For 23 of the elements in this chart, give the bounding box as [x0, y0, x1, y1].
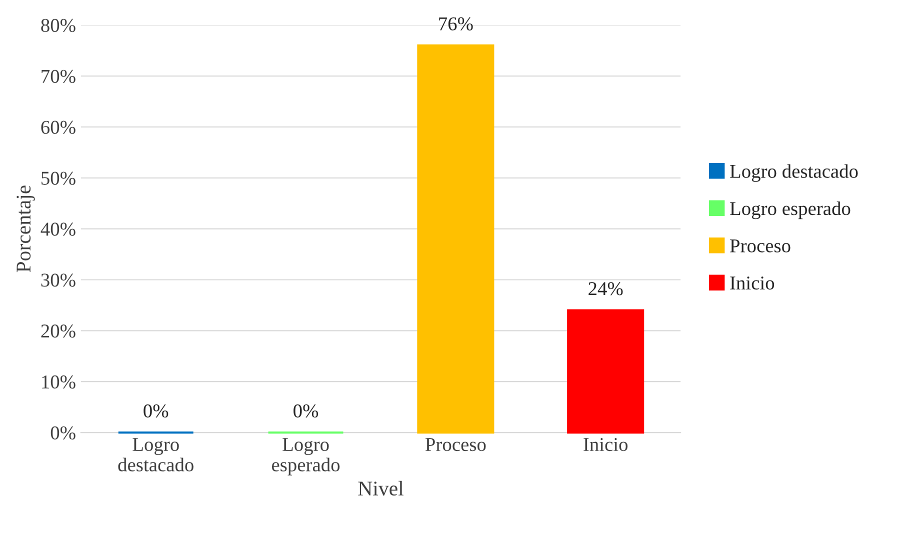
y-tick-label: 40%: [40, 222, 76, 236]
data-label: 0%: [144, 404, 168, 418]
legend-label: Logro esperado: [730, 201, 850, 220]
y-tick-label: 30%: [41, 274, 76, 287]
x-axis-title: Nivel: [358, 480, 404, 496]
x-tick-label: Logro destacado: [118, 438, 194, 472]
y-tick-label: 80%: [41, 18, 76, 32]
x-tick-label: Inicio: [584, 438, 628, 452]
y-tick-label: 70%: [42, 70, 76, 84]
legend-label: Inicio: [730, 276, 774, 290]
y-tick-label: 0%: [50, 426, 76, 440]
legend-label: Logro destacado: [730, 164, 858, 182]
data-label: 24%: [588, 282, 623, 296]
legend-label: Proceso: [730, 239, 790, 252]
y-tick-label: 20%: [41, 324, 76, 338]
y-axis-title: Porcentaje: [16, 186, 35, 272]
y-tick-label: 50%: [42, 172, 76, 185]
y-tick-label: 10%: [42, 375, 76, 389]
data-label: 76%: [439, 17, 473, 30]
y-tick-label: 60%: [41, 120, 76, 134]
x-tick-label: Logro esperado: [272, 438, 340, 476]
data-label: 0%: [294, 404, 318, 418]
x-tick-label: Proceso: [425, 438, 486, 452]
